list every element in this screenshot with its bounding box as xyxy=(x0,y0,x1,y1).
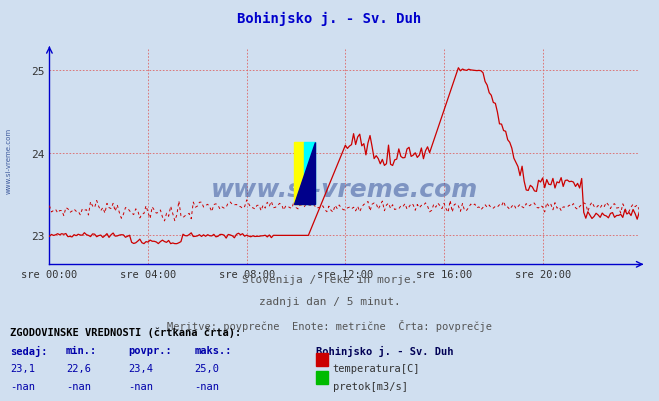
Text: 22,6: 22,6 xyxy=(66,363,91,373)
Text: www.si-vreme.com: www.si-vreme.com xyxy=(5,128,11,193)
Text: min.:: min.: xyxy=(66,346,97,356)
Text: 23,4: 23,4 xyxy=(129,363,154,373)
Text: 25,0: 25,0 xyxy=(194,363,219,373)
Text: ZGODOVINSKE VREDNOSTI (črtkana črta):: ZGODOVINSKE VREDNOSTI (črtkana črta): xyxy=(10,327,241,337)
Bar xyxy=(304,142,314,205)
Text: pretok[m3/s]: pretok[m3/s] xyxy=(333,381,408,391)
Text: povpr.:: povpr.: xyxy=(129,346,172,356)
Text: sedaj:: sedaj: xyxy=(10,346,47,356)
Text: -nan: -nan xyxy=(66,381,91,391)
Text: temperatura[C]: temperatura[C] xyxy=(333,363,420,373)
Bar xyxy=(294,142,304,205)
Text: www.si-vreme.com: www.si-vreme.com xyxy=(211,178,478,202)
Polygon shape xyxy=(294,142,314,205)
Text: -nan: -nan xyxy=(10,381,35,391)
Text: maks.:: maks.: xyxy=(194,346,232,356)
Text: zadnji dan / 5 minut.: zadnji dan / 5 minut. xyxy=(258,297,401,307)
Text: -nan: -nan xyxy=(194,381,219,391)
Text: 23,1: 23,1 xyxy=(10,363,35,373)
Text: -nan: -nan xyxy=(129,381,154,391)
Text: Bohinjsko j. - Sv. Duh: Bohinjsko j. - Sv. Duh xyxy=(237,12,422,26)
Text: Bohinjsko j. - Sv. Duh: Bohinjsko j. - Sv. Duh xyxy=(316,346,454,356)
Text: Slovenija / reke in morje.: Slovenija / reke in morje. xyxy=(242,275,417,285)
Text: Meritve: povprečne  Enote: metrične  Črta: povprečje: Meritve: povprečne Enote: metrične Črta:… xyxy=(167,319,492,331)
